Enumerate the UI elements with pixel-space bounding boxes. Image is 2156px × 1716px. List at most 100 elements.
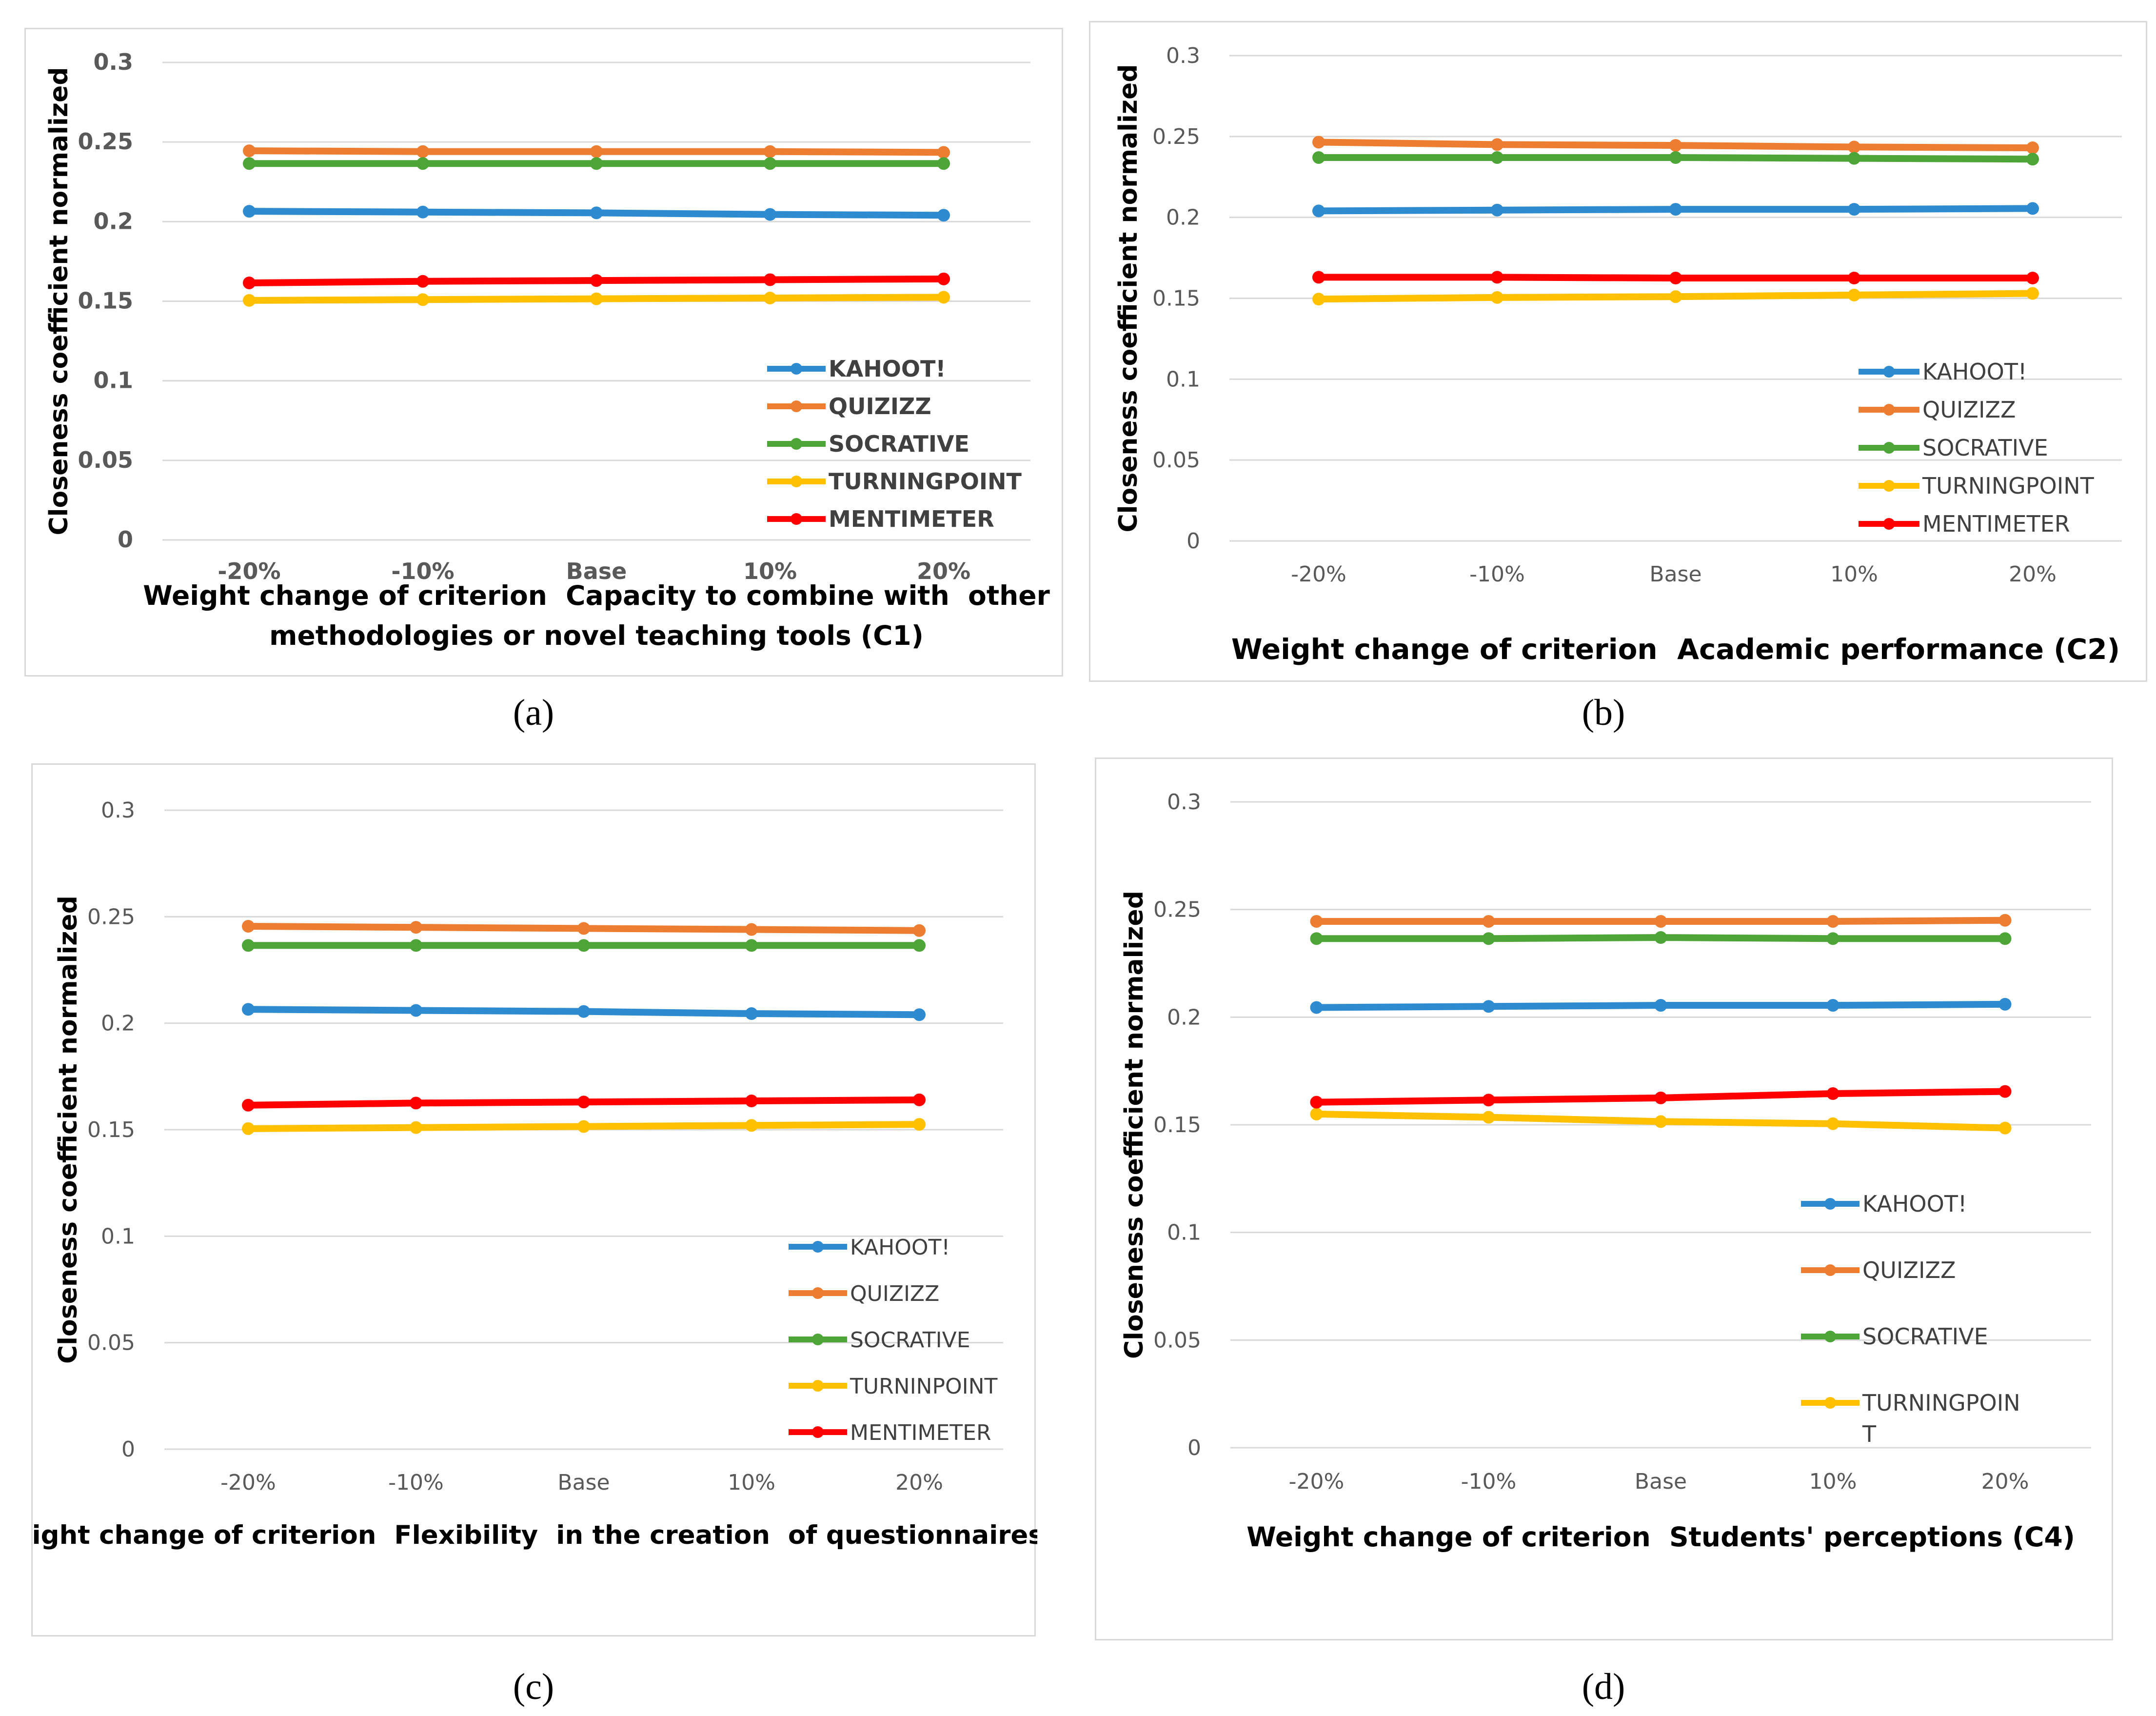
- legend-marker: [1883, 480, 1895, 492]
- x-axis-label: methodologies or novel teaching tools (C…: [269, 620, 924, 651]
- legend-label: T: [1862, 1421, 1877, 1447]
- data-point: [1312, 204, 1325, 218]
- y-tick-label: 0.3: [94, 49, 134, 75]
- data-point: [1312, 293, 1325, 306]
- data-point: [1654, 1115, 1667, 1128]
- data-point: [416, 205, 429, 219]
- legend-marker: [812, 1241, 824, 1253]
- y-tick-label: 0.3: [1167, 790, 1201, 815]
- y-tick-label: 0.1: [101, 1224, 135, 1249]
- legend-label: SOCRATIVE: [829, 431, 969, 457]
- legend-label: QUIZIZZ: [1862, 1257, 1956, 1283]
- data-point: [745, 1119, 758, 1132]
- data-point: [1848, 288, 1860, 301]
- caption-b: (b): [1582, 692, 1625, 733]
- data-point: [1310, 1107, 1323, 1120]
- y-tick-label: 0.15: [87, 1117, 135, 1142]
- data-point: [410, 1004, 422, 1017]
- y-tick-label: 0.15: [78, 288, 134, 314]
- data-point: [577, 1096, 590, 1109]
- data-point: [1310, 1001, 1323, 1014]
- legend-label: KAHOOT!: [850, 1235, 950, 1260]
- data-point: [1310, 932, 1323, 945]
- data-point: [2026, 141, 2039, 155]
- x-tick-label: 10%: [1809, 1469, 1857, 1494]
- legend-label: SOCRATIVE: [850, 1328, 970, 1353]
- y-tick-label: 0: [118, 526, 133, 553]
- legend-marker: [791, 513, 802, 525]
- x-tick-label: 10%: [728, 1470, 775, 1495]
- legend-label: SOCRATIVE: [1862, 1323, 1988, 1350]
- data-point: [577, 1120, 590, 1133]
- legend-label: KAHOOT!: [1922, 359, 2027, 385]
- legend-marker: [1824, 1397, 1836, 1409]
- legend-label: SOCRATIVE: [1922, 435, 2048, 461]
- x-tick-label: 10%: [1830, 562, 1878, 587]
- legend-marker: [812, 1334, 824, 1345]
- y-tick-label: 0: [121, 1437, 135, 1462]
- chart-svg-d: 0 0.05 0.1 0.15 0.2 0.25 0.3 -20% -10% Base 10% 20%…: [1120, 790, 2091, 1553]
- data-point: [242, 1003, 255, 1016]
- x-tick-label: -10%: [1461, 1469, 1517, 1494]
- data-point: [243, 205, 256, 218]
- data-point: [1482, 1094, 1495, 1107]
- data-point: [590, 274, 603, 287]
- x-axis-label: Weight change of criterion Flexibility i…: [33, 1520, 1037, 1550]
- data-point: [937, 157, 950, 170]
- legend-marker: [791, 400, 802, 412]
- data-point: [416, 275, 429, 288]
- data-point: [590, 206, 603, 219]
- y-tick-label: 0.25: [1153, 898, 1201, 922]
- data-point: [1998, 1121, 2012, 1135]
- data-point: [1848, 152, 1860, 165]
- legend-label: KAHOOT!: [1862, 1191, 1967, 1217]
- data-point: [590, 145, 603, 158]
- data-point: [410, 1097, 422, 1110]
- legend-label: MENTIMETER: [850, 1420, 991, 1445]
- data-point: [1998, 914, 2012, 927]
- x-tick-label: 20%: [917, 558, 970, 584]
- x-tick-label: 10%: [743, 558, 797, 584]
- legend-marker: [1824, 1198, 1836, 1210]
- data-point: [1998, 932, 2012, 945]
- data-point: [410, 1121, 422, 1134]
- data-point: [243, 157, 256, 170]
- chart-svg-c: 0 0.05 0.1 0.15 0.2 0.25 0.3 -20% -10% Base 10% 20%…: [33, 798, 1037, 1550]
- data-point: [1826, 999, 1840, 1012]
- data-point: [416, 145, 429, 158]
- caption-d: (d): [1582, 1666, 1625, 1707]
- x-tick-label: -20%: [220, 1470, 276, 1495]
- data-point: [1491, 138, 1503, 151]
- y-tick-label: 0.25: [1152, 124, 1200, 149]
- data-point: [410, 939, 422, 952]
- data-point: [1654, 1091, 1667, 1104]
- y-tick-label: 0.3: [1166, 43, 1200, 68]
- legend-label: QUIZIZZ: [829, 393, 931, 419]
- y-tick-label: 0.15: [1153, 1113, 1201, 1137]
- legend-marker: [791, 438, 802, 450]
- data-point: [242, 1122, 255, 1135]
- data-point: [764, 291, 776, 304]
- data-point: [1654, 915, 1667, 928]
- data-point: [1998, 998, 2012, 1011]
- data-point: [2026, 153, 2039, 166]
- data-point: [242, 919, 255, 933]
- data-point: [937, 209, 950, 222]
- x-tick-label: -10%: [1469, 562, 1525, 587]
- data-point: [1312, 151, 1325, 164]
- y-axis-label: Closeness coefficient normalized: [54, 896, 83, 1364]
- x-tick-label: -10%: [388, 1470, 444, 1495]
- x-axis-label: Weight change of criterion Academic perf…: [1231, 633, 2120, 666]
- data-point: [2026, 272, 2039, 285]
- y-tick-label: 0: [1187, 529, 1200, 554]
- data-point: [1491, 203, 1503, 217]
- data-point: [416, 293, 429, 306]
- x-tick-label: -20%: [218, 558, 280, 584]
- legend-marker: [812, 1426, 824, 1438]
- data-point: [590, 157, 603, 170]
- data-point: [1310, 1096, 1323, 1109]
- y-tick-label: 0.05: [1152, 448, 1200, 473]
- data-point: [937, 272, 950, 285]
- chart-svg-a: 0 0.05 0.1 0.15 0.2 0.25 0.3 -20% -10% Base 10% 20%…: [44, 49, 1050, 651]
- y-tick-label: 0: [1187, 1436, 1201, 1460]
